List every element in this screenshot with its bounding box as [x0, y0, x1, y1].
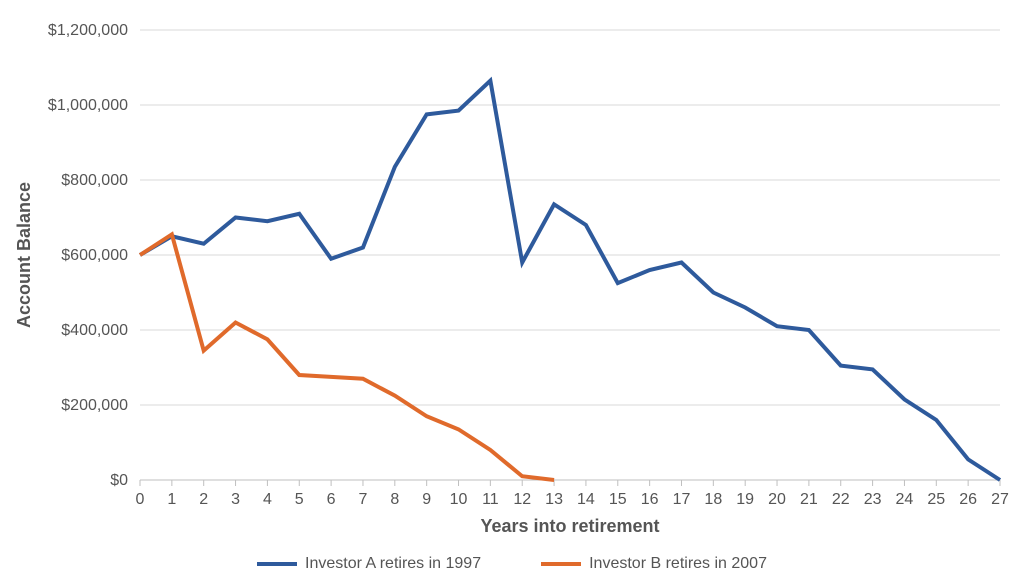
svg-text:18: 18 — [704, 491, 722, 508]
svg-text:3: 3 — [231, 491, 240, 508]
svg-text:1: 1 — [167, 491, 176, 508]
svg-text:6: 6 — [327, 491, 336, 508]
svg-text:8: 8 — [390, 491, 399, 508]
svg-text:5: 5 — [295, 491, 304, 508]
svg-text:23: 23 — [864, 491, 882, 508]
legend-swatch — [541, 562, 581, 566]
svg-text:$1,200,000: $1,200,000 — [48, 22, 128, 39]
svg-text:2: 2 — [199, 491, 208, 508]
svg-text:14: 14 — [577, 491, 595, 508]
svg-text:0: 0 — [136, 491, 145, 508]
svg-text:26: 26 — [959, 491, 977, 508]
chart-svg: $0 $200,000 $400,000 $600,000 $800,000 $1,000… — [0, 0, 1024, 540]
legend-swatch — [257, 562, 297, 566]
svg-text:11: 11 — [482, 491, 499, 508]
svg-text:$200,000: $200,000 — [61, 397, 128, 414]
svg-text:$800,000: $800,000 — [61, 172, 128, 189]
svg-text:19: 19 — [736, 491, 754, 508]
legend-item-investor-a: Investor A retires in 1997 — [257, 540, 481, 588]
svg-text:15: 15 — [609, 491, 627, 508]
y-axis-label: Account Balance — [14, 182, 34, 328]
svg-text:16: 16 — [641, 491, 659, 508]
legend-label: Investor B retires in 2007 — [589, 555, 767, 573]
svg-text:25: 25 — [927, 491, 945, 508]
svg-text:17: 17 — [673, 491, 691, 508]
svg-text:24: 24 — [896, 491, 914, 508]
svg-text:22: 22 — [832, 491, 850, 508]
svg-text:$1,000,000: $1,000,000 — [48, 97, 128, 114]
x-axis-label: Years into retirement — [480, 516, 659, 536]
svg-text:4: 4 — [263, 491, 272, 508]
legend-item-investor-b: Investor B retires in 2007 — [541, 540, 767, 588]
svg-text:$600,000: $600,000 — [61, 247, 128, 264]
svg-text:20: 20 — [768, 491, 786, 508]
svg-text:$400,000: $400,000 — [61, 322, 128, 339]
svg-text:$0: $0 — [110, 472, 128, 489]
legend-label: Investor A retires in 1997 — [305, 555, 481, 573]
svg-text:12: 12 — [513, 491, 531, 508]
svg-text:21: 21 — [800, 491, 818, 508]
svg-text:7: 7 — [359, 491, 368, 508]
svg-text:13: 13 — [545, 491, 563, 508]
chart-legend: Investor A retires in 1997 Investor B ret… — [0, 540, 1024, 588]
retirement-balance-chart: $0 $200,000 $400,000 $600,000 $800,000 $1,000… — [0, 0, 1024, 588]
svg-text:10: 10 — [450, 491, 468, 508]
svg-text:9: 9 — [422, 491, 431, 508]
svg-text:27: 27 — [991, 491, 1009, 508]
